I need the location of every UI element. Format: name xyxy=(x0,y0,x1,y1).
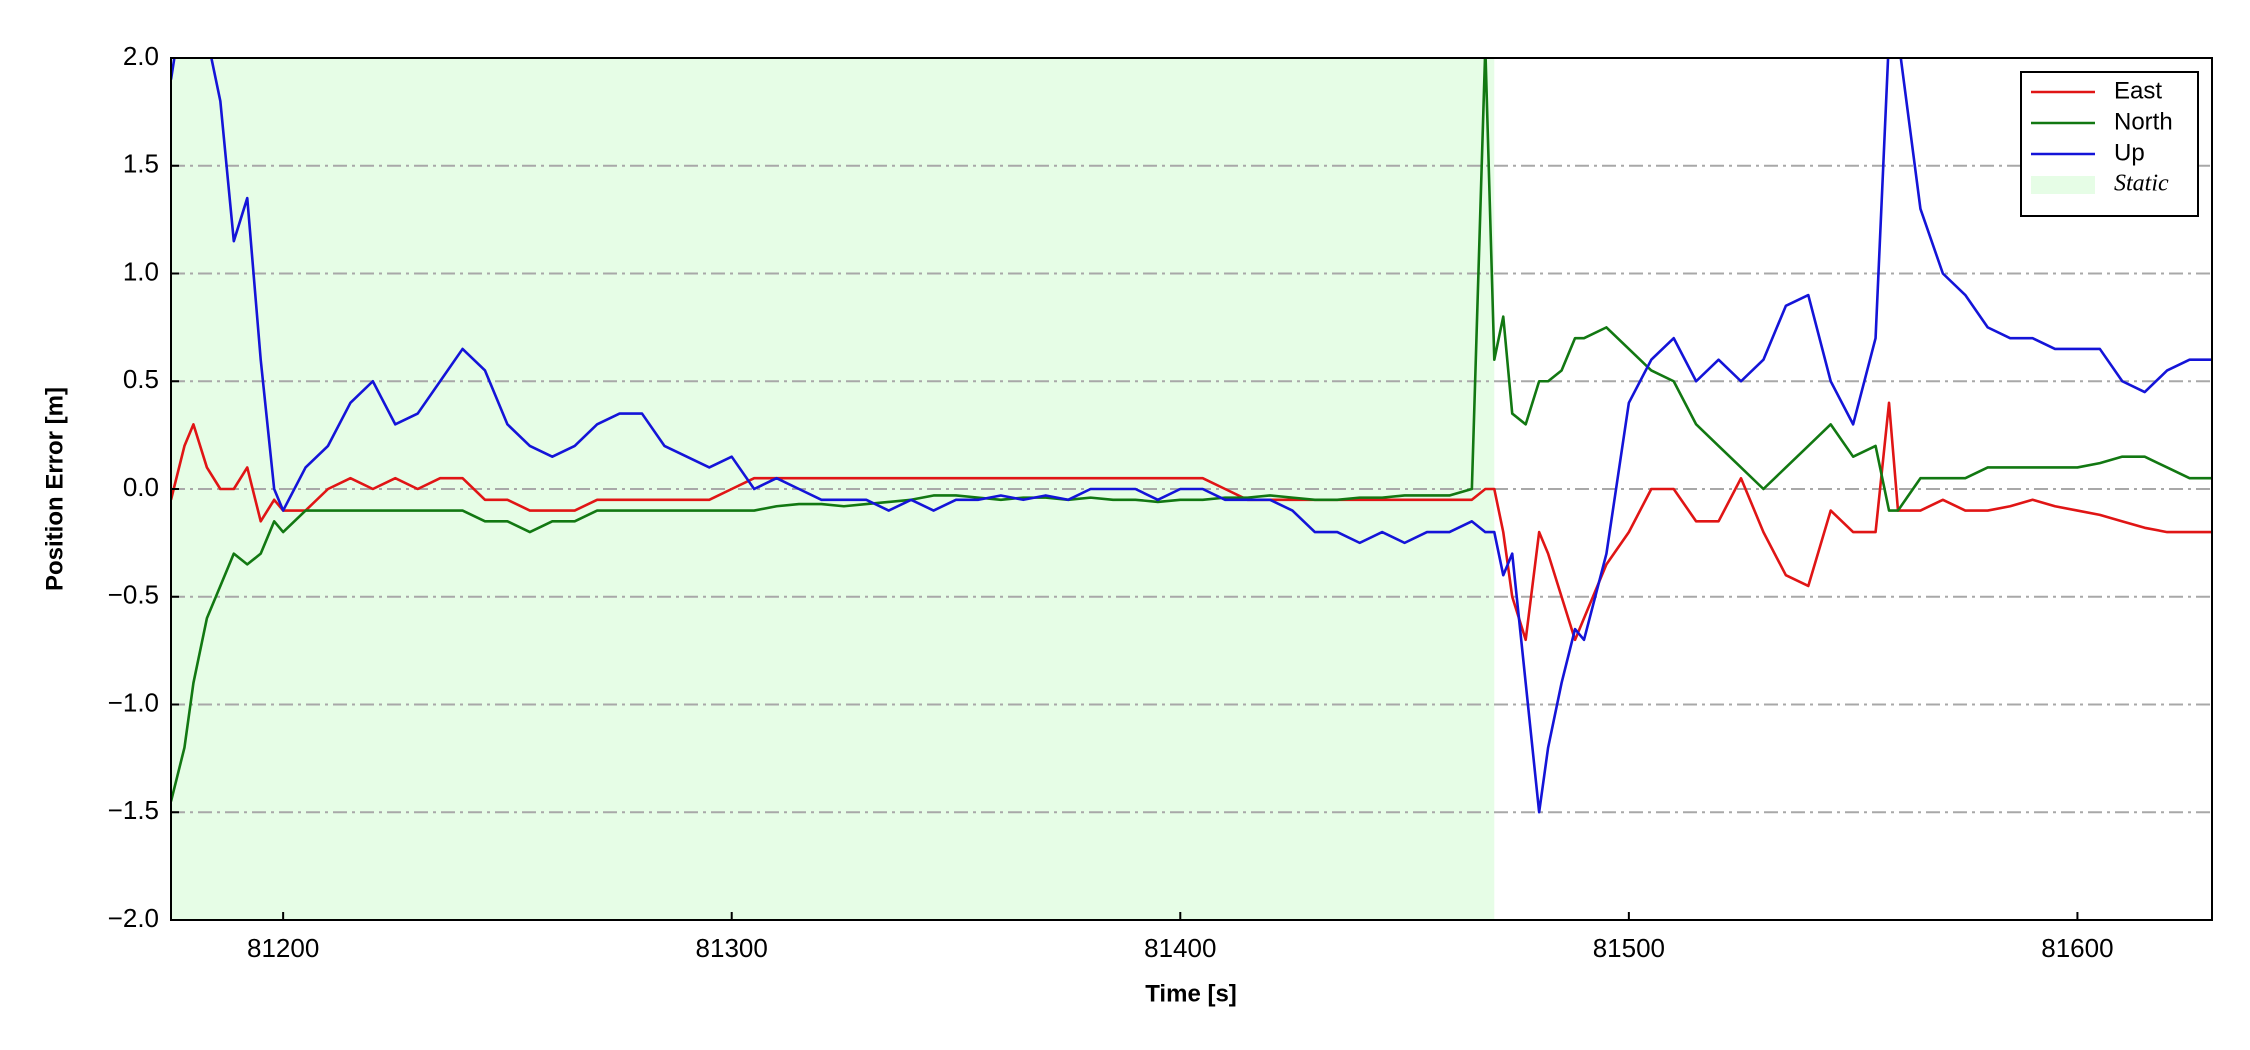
y-tick-label: 2.0 xyxy=(123,41,159,71)
legend-label: North xyxy=(2114,108,2173,135)
x-tick-label: 81200 xyxy=(247,933,319,963)
y-tick-label: −0.5 xyxy=(108,580,159,610)
x-axis-title: Time [s] xyxy=(1145,980,1237,1007)
y-tick-label: 0.0 xyxy=(123,472,159,502)
legend-box xyxy=(2020,71,2199,217)
series-line xyxy=(171,401,2212,642)
legend: East North Up Static xyxy=(2020,71,2199,217)
legend-swatch xyxy=(2031,176,2095,194)
y-tick-label: 1.5 xyxy=(123,149,159,179)
x-tick-label: 81600 xyxy=(2041,933,2113,963)
legend-label: Up xyxy=(2114,139,2145,166)
y-axis-title: Position Error [m] xyxy=(41,387,68,591)
x-tick-label: 81400 xyxy=(1144,933,1216,963)
x-tick-label: 81500 xyxy=(1593,933,1665,963)
legend-label: East xyxy=(2114,77,2162,104)
y-tick-label: −1.0 xyxy=(108,687,159,717)
y-tick-label: 1.0 xyxy=(123,256,159,286)
y-tick-label: −2.0 xyxy=(108,903,159,933)
series-line xyxy=(171,58,2212,814)
lines-layer xyxy=(171,58,2212,814)
series-line xyxy=(171,58,2212,802)
axes-layer: −2.0 −1.5 −1.0 −0.5 0.0 0.5 1.0 1.5 2.0 81200 8130… xyxy=(108,41,2114,963)
x-tick-label: 81300 xyxy=(696,933,768,963)
y-tick-label: −1.5 xyxy=(108,795,159,825)
legend-label: Static xyxy=(2114,171,2169,197)
y-tick-label: 0.5 xyxy=(123,364,159,394)
